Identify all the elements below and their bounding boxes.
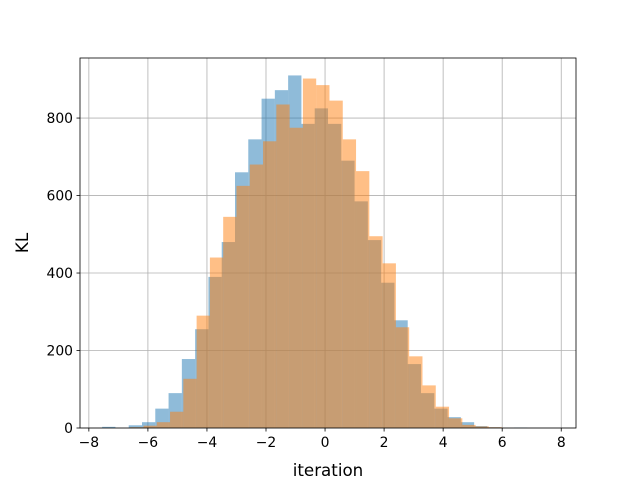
histogram-bar-series-2 xyxy=(276,104,290,428)
histogram-bar-series-2 xyxy=(196,315,210,428)
histogram-bar-series-1 xyxy=(142,422,156,428)
histogram-bar-series-2 xyxy=(369,236,383,428)
y-tick-label: 200 xyxy=(46,344,73,360)
histogram-bar-series-2 xyxy=(170,411,184,428)
y-axis-label: KL xyxy=(12,232,32,253)
y-tick-label: 800 xyxy=(46,111,73,127)
histogram-bar-series-2 xyxy=(409,356,423,428)
histogram-bar-series-2 xyxy=(449,418,463,428)
histogram-bar-series-2 xyxy=(263,141,277,428)
x-tick-label: −2 xyxy=(256,435,276,451)
x-tick-label: 0 xyxy=(321,435,330,451)
histogram-bar-series-1 xyxy=(128,425,142,428)
x-tick-label: 2 xyxy=(380,435,389,451)
x-tick-label: −8 xyxy=(79,435,99,451)
x-axis-label: iteration xyxy=(293,460,364,480)
histogram-bar-series-2 xyxy=(209,257,224,428)
histogram-bar-series-2 xyxy=(382,263,396,428)
y-tick-label: 400 xyxy=(46,266,73,282)
histogram-bar-series-2 xyxy=(422,385,436,428)
x-tick-label: −4 xyxy=(197,435,218,451)
histogram-bar-series-2 xyxy=(316,85,330,428)
histogram-bar-series-2 xyxy=(342,139,357,428)
histogram-bar-series-1 xyxy=(102,426,116,428)
axis-ticks: −8 −6 −4 −2 0 2 4 6 8 0 200 400 600 800 xyxy=(46,111,565,451)
histogram-bar-series-2 xyxy=(435,406,450,428)
histogram-bar-series-2 xyxy=(356,171,370,428)
histogram-bars xyxy=(102,75,528,429)
histogram-bar-series-2 xyxy=(183,378,197,428)
histogram-bar-series-2 xyxy=(475,426,489,428)
histogram-bar-series-2 xyxy=(462,424,476,428)
histogram-bar-series-2 xyxy=(249,164,264,429)
histogram-bar-series-2 xyxy=(395,327,410,428)
histogram-bar-series-2 xyxy=(289,127,303,428)
x-tick-label: 6 xyxy=(498,435,507,451)
y-tick-label: 600 xyxy=(46,189,73,205)
histogram-bar-series-2 xyxy=(302,78,317,429)
histogram-bar-series-2 xyxy=(329,100,343,428)
histogram-bar-series-2 xyxy=(143,425,157,428)
y-tick-label: 0 xyxy=(64,421,73,437)
histogram-bar-series-2 xyxy=(156,422,171,428)
histogram-bar-series-2 xyxy=(236,185,250,428)
x-tick-label: −6 xyxy=(138,435,158,451)
histogram-bar-series-2 xyxy=(223,216,237,428)
x-tick-label: 4 xyxy=(439,435,448,451)
plot-frame xyxy=(79,57,577,429)
x-tick-label: 8 xyxy=(557,435,566,451)
